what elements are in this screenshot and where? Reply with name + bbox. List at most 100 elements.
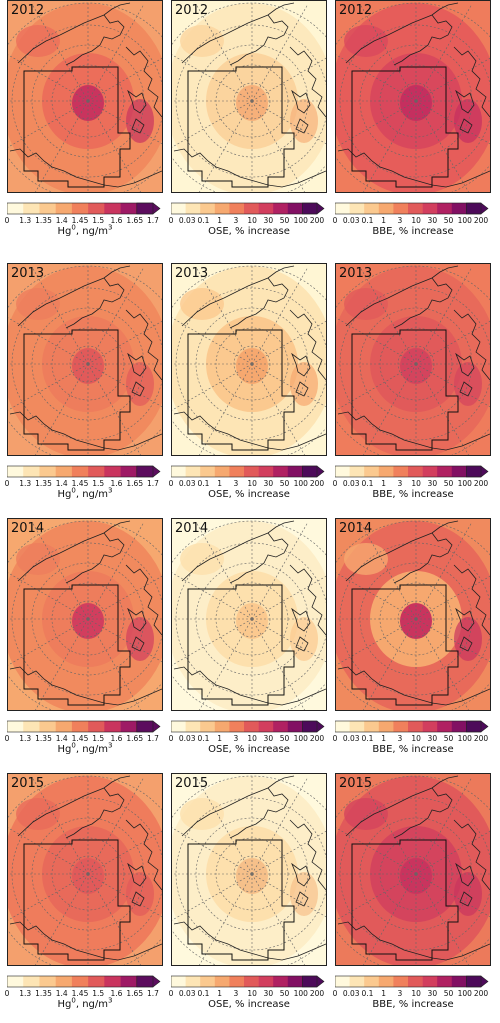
tick-label: 1.7 xyxy=(147,479,159,488)
colorbar-swatch-2 xyxy=(364,203,380,214)
colorbar-swatch-8 xyxy=(136,465,161,478)
tick-label: 1 xyxy=(381,216,387,225)
colorbar-swatch-0 xyxy=(335,203,350,214)
tick-label: 50 xyxy=(279,734,290,743)
colorbar-bbe xyxy=(335,975,489,988)
colorbar-ticks-bbe: 0 0.03 0.1 1 3 10 30 50 100 200 xyxy=(333,989,495,999)
colorbar-ose xyxy=(171,975,325,988)
colorbar-swatch-7 xyxy=(120,976,138,987)
colorbar-swatch-1 xyxy=(349,203,365,214)
colorbar-swatch-7 xyxy=(437,976,453,987)
colorbar-swatch-3 xyxy=(378,203,394,214)
tick-label: 100 xyxy=(293,989,308,998)
colorbar-swatch-1 xyxy=(185,466,201,477)
tick-label: 100 xyxy=(457,216,472,225)
map-canvas xyxy=(172,1,326,192)
tick-label: 0.1 xyxy=(361,734,374,743)
colorbar-swatch-8 xyxy=(287,466,303,477)
colorbar-hg xyxy=(7,465,161,478)
colorbar-swatch-4 xyxy=(393,203,409,214)
year-label: 2014 xyxy=(339,521,373,536)
tick-label: 1.45 xyxy=(71,216,89,225)
colorbar-swatch-9 xyxy=(466,975,489,988)
colorbar-label-ose: OSE, % increase xyxy=(171,998,327,1012)
year-label: 2014 xyxy=(11,521,45,536)
map-canvas xyxy=(172,264,326,455)
colorbar-swatch-4 xyxy=(71,976,89,987)
tick-label: 1.65 xyxy=(126,734,144,743)
tick-label: 1.6 xyxy=(110,734,123,743)
label-unit: , ng/m xyxy=(75,489,109,500)
tick-label: 1.6 xyxy=(110,216,123,225)
colorbar-swatches xyxy=(7,465,161,478)
tick-label: 10 xyxy=(411,216,421,225)
tick-label: 10 xyxy=(411,989,421,998)
colorbar-swatch-1 xyxy=(349,721,365,732)
colorbar-swatch-4 xyxy=(393,976,409,987)
colorbar-swatch-7 xyxy=(273,721,289,732)
tick-label: 3 xyxy=(233,216,239,225)
colorbar-swatch-7 xyxy=(120,721,138,732)
map-canvas xyxy=(8,519,162,710)
tick-label: 0.03 xyxy=(178,479,196,488)
tick-label: 0.03 xyxy=(342,734,360,743)
tick-label: 1.4 xyxy=(55,734,68,743)
tick-label: 0 xyxy=(332,479,338,488)
colorbar-swatch-7 xyxy=(120,203,138,214)
year-label: 2015 xyxy=(175,776,209,791)
tick-label: 200 xyxy=(309,734,325,743)
colorbar-swatch-2 xyxy=(200,976,216,987)
colorbar-swatch-9 xyxy=(466,465,489,478)
colorbar-swatch-1 xyxy=(185,203,201,214)
tick-label: 1.4 xyxy=(55,479,68,488)
tick-label: 50 xyxy=(279,989,290,998)
colorbar-swatch-0 xyxy=(171,976,186,987)
colorbar-label-bbe: BBE, % increase xyxy=(335,998,491,1012)
colorbar-ticks-ose: 0 0.03 0.1 1 3 10 30 50 100 200 xyxy=(169,734,331,744)
label-superscript: 0 xyxy=(71,741,76,750)
colorbar-swatch-0 xyxy=(171,721,186,732)
year-label: 2013 xyxy=(339,266,373,281)
colorbar-swatch-1 xyxy=(349,466,365,477)
colorbar-swatches xyxy=(171,465,325,478)
label-unit: , ng/m xyxy=(75,744,109,755)
colorbar-swatch-2 xyxy=(39,466,56,477)
colorbar-label-hg: Hg0, ng/m3 xyxy=(7,997,163,1012)
colorbar-swatch-6 xyxy=(422,976,438,987)
tick-label: 100 xyxy=(293,734,308,743)
colorbar-swatch-7 xyxy=(437,721,453,732)
map-panel-hg-2015: 2015 xyxy=(7,773,163,966)
colorbar-swatch-2 xyxy=(200,721,216,732)
colorbar-swatch-3 xyxy=(214,721,230,732)
tick-label: 3 xyxy=(397,479,403,488)
colorbar-ticks-ose: 0 0.03 0.1 1 3 10 30 50 100 200 xyxy=(169,216,331,226)
colorbar-ose xyxy=(171,465,325,478)
tick-label: 200 xyxy=(473,216,489,225)
colorbar-swatches xyxy=(171,202,325,215)
colorbar-swatch-7 xyxy=(437,203,453,214)
tick-label: 1.4 xyxy=(55,989,68,998)
colorbar-swatch-1 xyxy=(349,976,365,987)
tick-label: 200 xyxy=(473,479,489,488)
colorbar-swatch-6 xyxy=(258,203,274,214)
year-label: 2013 xyxy=(175,266,209,281)
tick-label: 30 xyxy=(263,479,274,488)
tick-label: 50 xyxy=(443,989,454,998)
tick-label: 3 xyxy=(233,989,239,998)
tick-label: 0.1 xyxy=(361,479,374,488)
map-panel-hg-2014: 2014 xyxy=(7,518,163,711)
colorbar-swatch-7 xyxy=(437,466,453,477)
colorbar-swatch-3 xyxy=(55,203,73,214)
tick-label: 0.1 xyxy=(197,216,210,225)
colorbar-swatch-3 xyxy=(378,721,394,732)
tick-label: 100 xyxy=(457,479,472,488)
colorbar-swatch-8 xyxy=(451,976,467,987)
colorbar-label-bbe: BBE, % increase xyxy=(335,743,491,757)
tick-label: 1.5 xyxy=(92,989,105,998)
colorbar-swatch-8 xyxy=(287,203,303,214)
colorbar-ticks-ose: 0 0.03 0.1 1 3 10 30 50 100 200 xyxy=(169,479,331,489)
colorbar-swatch-6 xyxy=(104,203,121,214)
colorbar-swatch-9 xyxy=(466,720,489,733)
map-panel-bbe-2013: 2013 xyxy=(335,263,491,456)
year-label: 2013 xyxy=(11,266,45,281)
